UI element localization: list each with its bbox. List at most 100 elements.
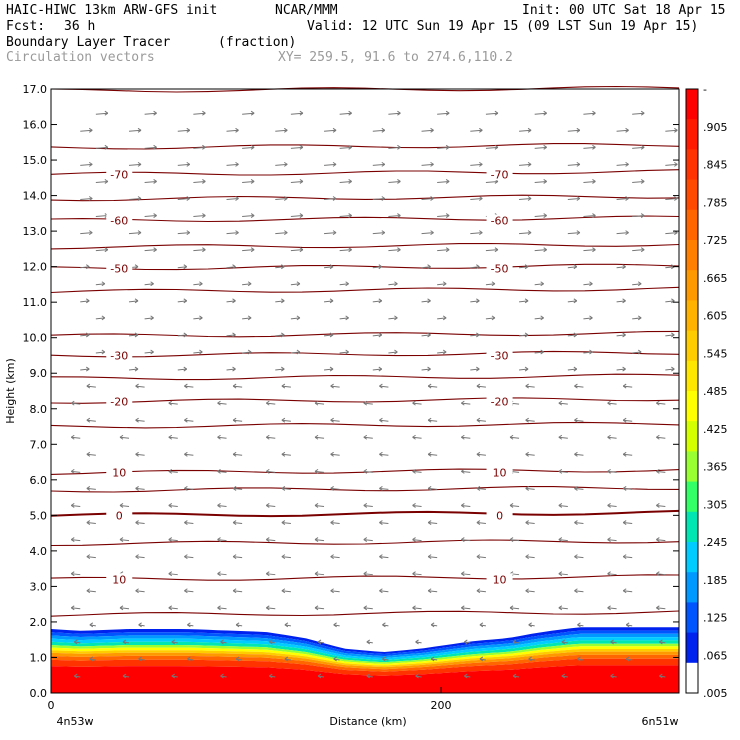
vector-arrowhead bbox=[153, 213, 157, 218]
circulation-vector bbox=[567, 163, 580, 166]
colorbar-label: .605 bbox=[703, 310, 728, 323]
circulation-vector bbox=[437, 146, 450, 149]
circulation-vector bbox=[281, 590, 291, 593]
circulation-vector bbox=[567, 368, 577, 371]
vector-arrowhead bbox=[135, 554, 139, 560]
circulation-vector bbox=[421, 300, 431, 303]
vector-arrowhead bbox=[573, 332, 578, 338]
vector-arrowhead bbox=[640, 144, 645, 150]
circulation-vector bbox=[372, 300, 382, 303]
vector-arrowhead bbox=[674, 196, 678, 201]
contour-label-bg bbox=[106, 573, 133, 586]
colorbar-frame bbox=[685, 88, 699, 694]
tracer-band bbox=[51, 627, 679, 654]
y-tick-label: 3.0 bbox=[30, 580, 48, 593]
vector-arrowhead bbox=[461, 503, 465, 508]
circulation-vector bbox=[330, 419, 340, 422]
circulation-vector bbox=[144, 146, 157, 149]
contour-label: 10 bbox=[493, 467, 507, 480]
vector-arrowhead bbox=[656, 537, 660, 542]
contour-label: -60 bbox=[491, 214, 509, 227]
circulation-vector bbox=[226, 232, 239, 235]
field-title: Boundary Layer Tracer bbox=[6, 35, 171, 50]
circulation-vector bbox=[363, 573, 373, 576]
vector-arrowhead bbox=[479, 622, 484, 628]
circulation-vector bbox=[86, 487, 96, 490]
vector-arrowhead bbox=[299, 144, 304, 150]
circulation-vector bbox=[323, 368, 334, 371]
vector-arrowhead bbox=[86, 383, 91, 389]
circulation-vector bbox=[135, 487, 145, 490]
circulation-vector bbox=[558, 607, 568, 610]
circulation-vector bbox=[388, 283, 398, 286]
vector-arrowhead bbox=[119, 434, 124, 440]
circulation-vector bbox=[567, 197, 580, 200]
circulation-vector bbox=[168, 607, 178, 610]
vector-arrowhead bbox=[574, 485, 578, 491]
vector-arrowhead bbox=[348, 144, 352, 150]
vector-arrowhead bbox=[235, 656, 240, 662]
vector-arrowhead bbox=[138, 622, 142, 628]
colorbar-swatch bbox=[686, 240, 698, 271]
vector-arrowhead bbox=[104, 110, 109, 116]
vector-arrowhead bbox=[527, 127, 532, 133]
circulation-vector bbox=[144, 351, 154, 354]
circulation-vector bbox=[574, 590, 584, 593]
circulation-vector bbox=[242, 215, 255, 218]
circulation-vector bbox=[632, 215, 645, 218]
circulation-vector bbox=[372, 129, 385, 132]
vector-arrowhead bbox=[476, 417, 481, 423]
contour-label: -20 bbox=[491, 396, 509, 409]
vector-arrowhead bbox=[427, 366, 431, 372]
vector-arrowhead bbox=[476, 332, 480, 338]
circulation-vector bbox=[119, 504, 130, 507]
vector-arrowhead bbox=[266, 605, 270, 611]
vector-arrowhead bbox=[284, 230, 288, 236]
vector-arrowhead bbox=[235, 127, 239, 133]
vector-arrowhead bbox=[671, 332, 675, 338]
vector-arrowhead bbox=[479, 656, 484, 662]
contour-label: -60 bbox=[110, 214, 128, 227]
vector-arrowhead bbox=[70, 503, 75, 508]
circulation-vector bbox=[461, 402, 471, 405]
circulation-vector bbox=[421, 232, 434, 235]
circulation-vector bbox=[421, 368, 431, 371]
vector-arrowhead bbox=[153, 179, 157, 184]
circulation-vector bbox=[71, 470, 81, 473]
vector-arrowhead bbox=[592, 110, 596, 116]
circulation-vector bbox=[266, 539, 276, 542]
circulation-vector bbox=[470, 232, 483, 235]
vector-arrowhead bbox=[329, 332, 334, 338]
colorbar-swatch bbox=[686, 391, 698, 422]
vector-arrowhead bbox=[640, 110, 645, 116]
temperature-contour bbox=[50, 215, 680, 223]
vector-arrowhead bbox=[85, 264, 90, 270]
circulation-vector bbox=[339, 180, 352, 183]
y-tick-label: 10.0 bbox=[23, 332, 48, 345]
vector-arrowhead bbox=[119, 503, 124, 508]
colorbar-label: .785 bbox=[703, 196, 728, 209]
circulation-vector bbox=[71, 573, 81, 576]
colorbar-label: .485 bbox=[703, 385, 728, 398]
vector-arrowhead bbox=[622, 298, 626, 304]
vector-arrowhead bbox=[266, 400, 270, 406]
vector-arrowhead bbox=[607, 605, 611, 611]
vector-arrowhead bbox=[153, 144, 157, 150]
vector-arrowhead bbox=[183, 366, 188, 372]
circulation-vector bbox=[242, 112, 255, 115]
contour-label: -50 bbox=[110, 262, 128, 275]
circulation-vector bbox=[388, 215, 401, 218]
vector-arrowhead bbox=[589, 281, 593, 287]
vector-arrowhead bbox=[525, 383, 529, 389]
circulation-vector bbox=[80, 266, 90, 269]
circulation-vector bbox=[226, 129, 239, 132]
circulation-vector bbox=[470, 197, 483, 200]
vector-arrowhead bbox=[622, 520, 627, 525]
vector-arrowhead bbox=[476, 588, 481, 594]
vector-arrowhead bbox=[656, 605, 660, 611]
x-tick-label: 200 bbox=[431, 699, 452, 712]
colorbar-label: .665 bbox=[703, 272, 728, 285]
circulation-vector bbox=[217, 573, 227, 576]
circulation-vector bbox=[290, 180, 303, 183]
colorbar-swatch bbox=[686, 209, 698, 241]
